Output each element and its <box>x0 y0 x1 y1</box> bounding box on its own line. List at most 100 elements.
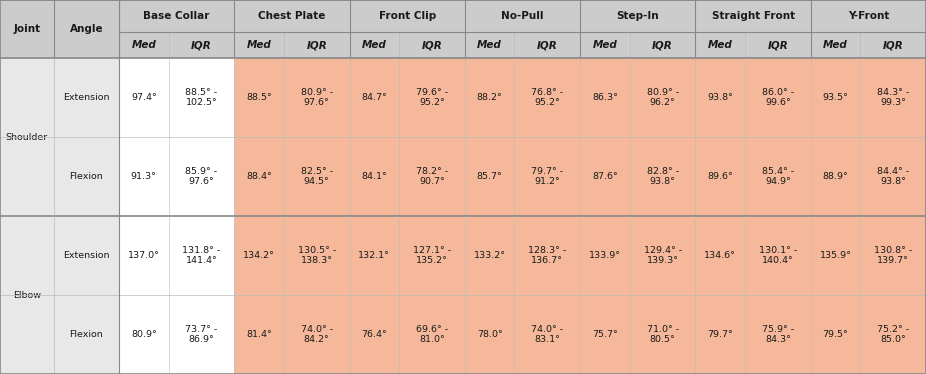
Bar <box>465 216 515 295</box>
Text: Step-In: Step-In <box>617 11 659 21</box>
Bar <box>0 216 54 374</box>
Text: 130.5° -
138.3°: 130.5° - 138.3° <box>297 246 336 266</box>
Text: 71.0° -
80.5°: 71.0° - 80.5° <box>646 325 679 344</box>
Bar <box>465 0 581 32</box>
Text: 82.8° -
93.8°: 82.8° - 93.8° <box>646 167 679 186</box>
Text: 93.5°: 93.5° <box>822 93 848 102</box>
Bar <box>811 32 860 58</box>
Bar <box>581 32 630 58</box>
Text: Joint: Joint <box>14 24 41 34</box>
Text: Med: Med <box>362 40 387 50</box>
Bar <box>581 0 695 32</box>
Text: Angle: Angle <box>69 24 104 34</box>
Bar <box>119 58 169 137</box>
Bar <box>169 295 234 374</box>
Bar <box>399 32 465 58</box>
Text: IQR: IQR <box>537 40 557 50</box>
Bar <box>695 137 745 216</box>
Text: Med: Med <box>707 40 732 50</box>
Bar <box>630 58 695 137</box>
Bar <box>581 137 630 216</box>
Bar <box>630 216 695 295</box>
Bar <box>284 295 350 374</box>
Bar <box>0 58 54 216</box>
Text: 132.1°: 132.1° <box>358 251 390 260</box>
Bar <box>515 58 581 137</box>
Text: 78.0°: 78.0° <box>477 330 503 339</box>
Bar <box>399 137 465 216</box>
Text: IQR: IQR <box>307 40 327 50</box>
Bar <box>695 58 745 137</box>
Text: Med: Med <box>823 40 848 50</box>
Text: 88.5°: 88.5° <box>246 93 272 102</box>
Text: 130.1° -
140.4°: 130.1° - 140.4° <box>758 246 797 266</box>
Text: 137.0°: 137.0° <box>128 251 159 260</box>
Text: 89.6°: 89.6° <box>707 172 733 181</box>
Text: Flexion: Flexion <box>69 330 104 339</box>
Bar <box>54 137 119 216</box>
Bar <box>745 216 811 295</box>
Text: 79.6° -
95.2°: 79.6° - 95.2° <box>416 88 448 107</box>
Text: 135.9°: 135.9° <box>820 251 851 260</box>
Text: Med: Med <box>593 40 618 50</box>
Bar <box>234 0 350 32</box>
Bar <box>811 137 860 216</box>
Text: Extension: Extension <box>63 251 110 260</box>
Text: 133.9°: 133.9° <box>589 251 621 260</box>
Text: 86.0° -
99.6°: 86.0° - 99.6° <box>762 88 794 107</box>
Bar <box>581 216 630 295</box>
Text: 74.0° -
84.2°: 74.0° - 84.2° <box>301 325 332 344</box>
Text: 134.6°: 134.6° <box>705 251 736 260</box>
Bar <box>860 295 926 374</box>
Text: IQR: IQR <box>652 40 673 50</box>
Bar <box>119 32 169 58</box>
Text: Shoulder: Shoulder <box>6 132 48 141</box>
Text: 91.3°: 91.3° <box>131 172 156 181</box>
Bar <box>745 58 811 137</box>
Text: 134.2°: 134.2° <box>244 251 275 260</box>
Bar <box>350 0 465 32</box>
Text: 85.4° -
94.9°: 85.4° - 94.9° <box>762 167 794 186</box>
Text: 97.4°: 97.4° <box>131 93 156 102</box>
Bar <box>169 58 234 137</box>
Text: 84.4° -
93.8°: 84.4° - 93.8° <box>877 167 909 186</box>
Bar <box>465 58 515 137</box>
Text: 79.7° -
91.2°: 79.7° - 91.2° <box>532 167 563 186</box>
Text: 88.2°: 88.2° <box>477 93 503 102</box>
Bar <box>284 216 350 295</box>
Text: 82.5° -
94.5°: 82.5° - 94.5° <box>301 167 332 186</box>
Text: IQR: IQR <box>882 40 904 50</box>
Text: Y-Front: Y-Front <box>847 11 889 21</box>
Text: 74.0° -
83.1°: 74.0° - 83.1° <box>532 325 563 344</box>
Bar <box>515 137 581 216</box>
Bar <box>515 32 581 58</box>
Bar <box>0 0 54 58</box>
Bar <box>119 295 169 374</box>
Bar <box>350 216 399 295</box>
Text: 75.2° -
85.0°: 75.2° - 85.0° <box>877 325 909 344</box>
Bar <box>234 58 284 137</box>
Text: 76.8° -
95.2°: 76.8° - 95.2° <box>532 88 563 107</box>
Bar <box>811 295 860 374</box>
Text: 130.8° -
139.7°: 130.8° - 139.7° <box>874 246 912 266</box>
Bar <box>465 295 515 374</box>
Text: 80.9° -
97.6°: 80.9° - 97.6° <box>301 88 332 107</box>
Bar <box>284 32 350 58</box>
Text: 127.1° -
135.2°: 127.1° - 135.2° <box>413 246 451 266</box>
Bar <box>860 216 926 295</box>
Bar <box>399 58 465 137</box>
Bar <box>515 295 581 374</box>
Text: 128.3° -
136.7°: 128.3° - 136.7° <box>528 246 567 266</box>
Bar <box>465 32 515 58</box>
Text: 84.3° -
99.3°: 84.3° - 99.3° <box>877 88 909 107</box>
Text: IQR: IQR <box>768 40 788 50</box>
Bar <box>234 32 284 58</box>
Text: 80.9° -
96.2°: 80.9° - 96.2° <box>646 88 679 107</box>
Text: 78.2° -
90.7°: 78.2° - 90.7° <box>416 167 448 186</box>
Text: Elbow: Elbow <box>13 291 41 300</box>
Text: 69.6° -
81.0°: 69.6° - 81.0° <box>416 325 448 344</box>
Bar <box>350 58 399 137</box>
Bar <box>860 32 926 58</box>
Bar <box>811 216 860 295</box>
Bar <box>54 295 119 374</box>
